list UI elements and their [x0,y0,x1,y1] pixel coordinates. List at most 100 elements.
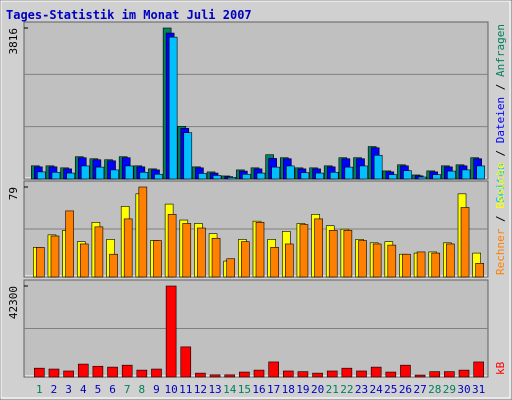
bar [341,367,353,378]
x-tick-label: 17 [267,383,280,396]
bar [79,243,89,278]
x-tick-label: 15 [238,383,251,396]
bar [255,222,265,278]
bar [461,169,471,180]
bar [446,243,455,278]
bar [138,186,148,278]
bar [344,166,354,180]
x-tick-label: 10 [165,383,178,396]
legend: Rechner / Besuche [494,162,507,275]
x-tick-label: 23 [355,383,368,396]
bar [253,369,265,378]
x-tick-label: 28 [428,383,441,396]
x-tick-label: 4 [80,383,87,396]
bar [285,165,295,180]
bar [80,165,90,180]
x-tick-label: 13 [208,383,221,396]
bar [183,132,193,180]
bar [343,229,353,278]
x-tick-label: 8 [139,383,146,396]
legend: kB [494,361,507,375]
x-tick-label: 29 [443,383,456,396]
x-tick-label: 5 [95,383,102,396]
chart-title: Tages-Statistik im Monat Juli 2007 [6,8,252,22]
bar [110,169,119,180]
legend-separator: / [494,209,507,229]
bar [136,369,148,378]
bar [124,165,134,180]
bar [151,368,162,378]
bar [167,214,177,278]
bar [66,172,75,180]
legend-entry: Rechner [494,228,507,275]
bar [182,223,192,278]
legend-separator: / [494,77,507,97]
x-tick-label: 21 [326,383,339,396]
bar [94,226,104,278]
bar [63,370,74,378]
bar [48,368,60,378]
bar [447,170,456,180]
x-tick-label: 11 [179,383,192,396]
x-tick-label: 2 [51,383,58,396]
bar [51,171,61,180]
bar [139,171,149,180]
bar [297,371,309,378]
x-tick-label: 7 [124,383,131,396]
bar [212,175,222,180]
bar [37,171,46,180]
bar [123,218,133,278]
bar [180,346,192,378]
legend-entry: Besuche [494,162,507,208]
bar [109,253,118,278]
bar [271,166,280,180]
x-tick-label: 31 [472,383,485,396]
bar [328,229,338,278]
x-tick-label: 26 [399,383,412,396]
x-tick-label: 19 [296,383,309,396]
x-tick-label: 9 [153,383,160,396]
bar [242,173,251,180]
x-tick-label: 16 [252,383,265,396]
bar [77,363,89,378]
x-tick-label: 22 [340,383,353,396]
bar [224,374,236,378]
y-tick-label: 42300 [7,286,20,319]
bar [329,171,339,180]
bar [359,165,368,180]
bar [268,361,279,378]
x-tick-label: 12 [194,383,207,396]
bar [209,374,221,378]
bar [314,218,323,278]
bar [227,177,237,180]
bar [372,243,382,278]
bar [195,372,206,378]
x-tick-label: 24 [370,383,384,396]
bar [168,36,178,180]
bar [121,364,133,378]
bar [284,243,294,278]
bar [326,370,338,378]
legend-separator: / [494,143,507,163]
bar [373,154,383,180]
legend-entry: Seiten [494,163,507,203]
legend-entry: kB [494,361,507,375]
bar [432,174,442,180]
x-tick-label: 25 [384,383,397,396]
bar [282,370,294,378]
x-tick-label: 27 [413,383,426,396]
bar [226,258,236,278]
x-tick-label: 3 [65,383,72,396]
legend-entry: Dateien [494,97,507,143]
bar [107,366,118,378]
bar [315,172,324,180]
y-tick-label: 3816 [7,28,20,55]
bar [239,371,250,378]
bar [388,174,398,180]
bar [473,361,484,378]
x-tick-label: 18 [282,383,295,396]
bar [50,235,60,278]
bar [154,173,163,180]
